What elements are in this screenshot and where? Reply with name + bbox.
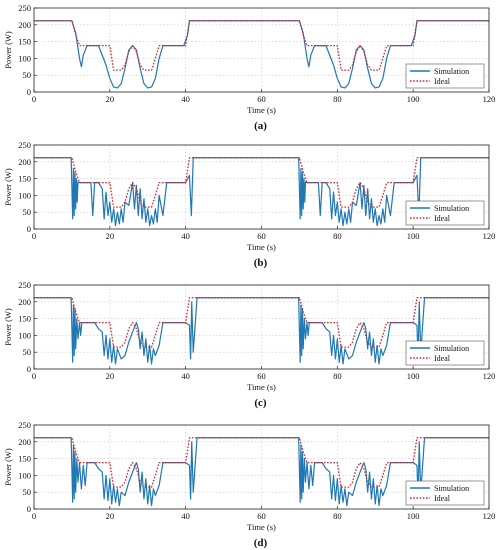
series-line-simulation	[34, 437, 489, 507]
y-tick-label: 0	[27, 504, 31, 514]
x-tick-label: 20	[106, 231, 115, 241]
y-tick-label: 0	[27, 87, 31, 97]
x-tick-label: 80	[333, 94, 342, 104]
chart-panel-3: 0 20 40 60 80 100 120 0 50 100 150 200 250 Time (s) Po…	[3, 280, 495, 409]
panel-label: (d)	[254, 537, 268, 549]
x-tick-label: 20	[106, 94, 115, 104]
chart-panel-1: 0 20 40 60 80 100 120 0 50 100 150 200 250 Time (s) Po…	[3, 3, 495, 132]
y-tick-label: 200	[18, 297, 31, 307]
y-tick-label: 100	[18, 470, 31, 480]
y-tick-label: 50	[23, 347, 32, 357]
y-tick-label: 100	[18, 53, 31, 63]
y-tick-label: 100	[18, 330, 31, 340]
y-tick-label: 150	[18, 314, 31, 324]
x-tick-label: 80	[333, 231, 342, 241]
series-line-ideal	[34, 437, 489, 488]
y-tick-label: 150	[18, 37, 31, 47]
x-tick-label: 60	[257, 511, 266, 521]
x-tick-label: 60	[257, 94, 266, 104]
x-tick-label: 120	[483, 511, 496, 521]
x-axis-label: Time (s)	[247, 522, 276, 532]
legend-label-ideal: Ideal	[434, 77, 451, 86]
x-tick-label: 0	[32, 511, 36, 521]
chart-panel-2: 0 20 40 60 80 100 120 0 50 100 150 200 250 Time (s) Po…	[3, 140, 495, 269]
x-tick-label: 40	[181, 94, 190, 104]
y-tick-label: 200	[18, 437, 31, 447]
y-tick-label: 250	[18, 3, 31, 13]
series-line-ideal	[34, 20, 489, 71]
y-tick-label: 250	[18, 420, 31, 430]
x-tick-label: 80	[333, 371, 342, 381]
legend-label-ideal: Ideal	[434, 354, 451, 363]
x-tick-label: 0	[32, 231, 36, 241]
x-tick-label: 100	[407, 371, 420, 381]
x-tick-label: 120	[483, 231, 496, 241]
y-axis-label: Power (W)	[3, 308, 13, 346]
y-tick-label: 150	[18, 174, 31, 184]
legend-box	[405, 200, 485, 226]
x-tick-label: 100	[407, 511, 420, 521]
y-tick-label: 100	[18, 190, 31, 200]
x-axis-label: Time (s)	[247, 242, 276, 252]
series-line-ideal	[34, 157, 489, 208]
legend-label-simulation: Simulation	[434, 484, 469, 493]
y-tick-label: 0	[27, 224, 31, 234]
panel-label: (a)	[254, 120, 267, 132]
y-axis-label: Power (W)	[3, 168, 13, 206]
series-line-simulation	[34, 157, 489, 227]
x-tick-label: 100	[407, 231, 420, 241]
x-tick-label: 80	[333, 511, 342, 521]
y-tick-label: 150	[18, 454, 31, 464]
x-axis-label: Time (s)	[247, 382, 276, 392]
y-tick-label: 250	[18, 140, 31, 150]
legend-label-ideal: Ideal	[434, 494, 451, 503]
y-tick-label: 50	[23, 207, 32, 217]
legend-label-simulation: Simulation	[434, 67, 469, 76]
series-line-simulation	[34, 297, 489, 365]
chart-panel-4: 0 20 40 60 80 100 120 0 50 100 150 200 250 Time (s) Po…	[3, 420, 495, 549]
x-tick-label: 100	[407, 94, 420, 104]
legend-label-ideal: Ideal	[434, 214, 451, 223]
x-tick-label: 120	[483, 94, 496, 104]
y-tick-label: 0	[27, 364, 31, 374]
y-axis-label: Power (W)	[3, 31, 13, 69]
legend-label-simulation: Simulation	[434, 344, 469, 353]
y-tick-label: 200	[18, 20, 31, 30]
x-tick-label: 60	[257, 231, 266, 241]
x-tick-label: 20	[106, 371, 115, 381]
legend-box	[405, 340, 485, 366]
x-tick-label: 0	[32, 371, 36, 381]
y-tick-label: 250	[18, 280, 31, 290]
y-axis-label: Power (W)	[3, 448, 13, 486]
x-axis-label: Time (s)	[247, 105, 276, 115]
x-tick-label: 40	[181, 371, 190, 381]
legend-box	[405, 480, 485, 506]
x-tick-label: 20	[106, 511, 115, 521]
series-line-ideal	[34, 297, 489, 348]
y-tick-label: 50	[23, 70, 32, 80]
legend-label-simulation: Simulation	[434, 204, 469, 213]
panel-label: (c)	[254, 397, 267, 409]
x-tick-label: 40	[181, 511, 190, 521]
legend-box	[405, 63, 485, 89]
x-tick-label: 60	[257, 371, 266, 381]
panel-label: (b)	[254, 257, 268, 269]
y-tick-label: 200	[18, 157, 31, 167]
x-tick-label: 40	[181, 231, 190, 241]
x-tick-label: 120	[483, 371, 496, 381]
y-tick-label: 50	[23, 487, 32, 497]
x-tick-label: 0	[32, 94, 36, 104]
